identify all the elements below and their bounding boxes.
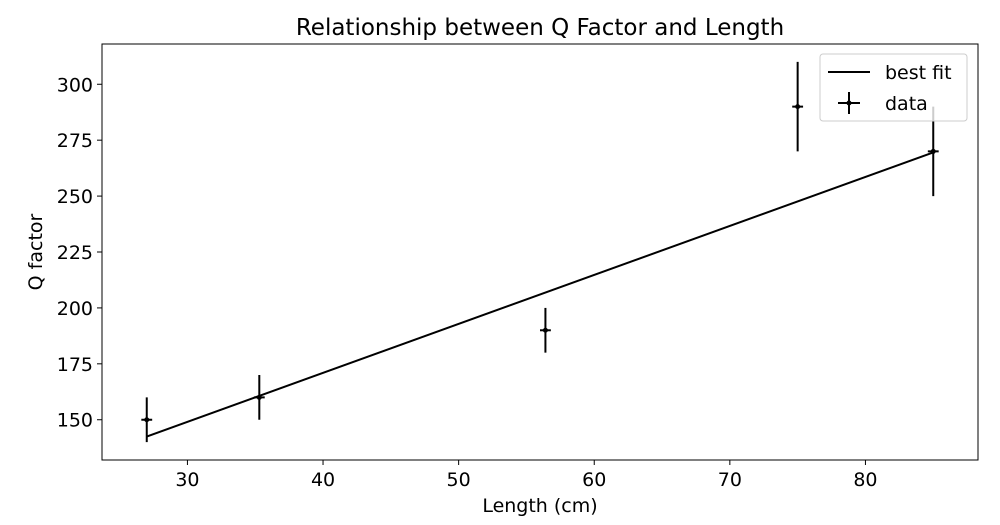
x-tick-label: 30 — [175, 469, 199, 491]
y-tick-label: 250 — [57, 186, 93, 208]
legend-data-swatch — [838, 92, 860, 114]
x-tick-label: 40 — [311, 469, 335, 491]
y-tick-label: 275 — [57, 130, 93, 152]
best-fit-line — [146, 151, 934, 438]
plot-area — [141, 61, 939, 443]
legend-box — [819, 53, 968, 122]
x-axis-label: Length (cm) — [482, 495, 597, 517]
legend-best-fit-label: best fit — [885, 62, 952, 84]
data-point — [144, 417, 150, 423]
x-axis: 30 40 50 60 70 80 — [175, 460, 878, 491]
x-tick-label: 80 — [853, 469, 877, 491]
data-point — [542, 327, 548, 333]
y-tick-label: 150 — [57, 410, 93, 432]
chart-title: Relationship between Q Factor and Length — [296, 15, 784, 41]
x-tick-label: 60 — [582, 469, 606, 491]
y-axis: 150 175 200 225 250 275 300 — [57, 74, 102, 432]
legend: best fit data — [819, 53, 968, 122]
legend-data-label: data — [885, 93, 928, 115]
y-tick-label: 200 — [57, 298, 93, 320]
data-point — [930, 148, 936, 154]
y-tick-label: 175 — [57, 354, 93, 376]
data-point — [795, 104, 801, 110]
y-tick-label: 225 — [57, 242, 93, 264]
y-axis-label: Q factor — [25, 213, 47, 290]
x-tick-label: 50 — [447, 469, 471, 491]
y-tick-label: 300 — [57, 74, 93, 96]
x-tick-label: 70 — [718, 469, 742, 491]
data-point — [256, 394, 262, 400]
